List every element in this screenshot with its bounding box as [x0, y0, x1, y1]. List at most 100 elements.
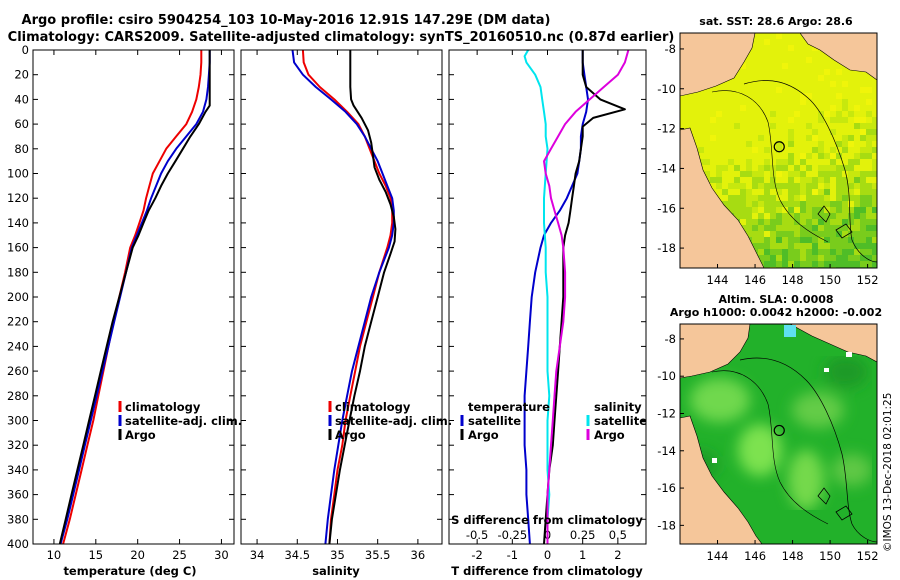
sst-depth-contour	[711, 90, 829, 243]
difference-series-group	[523, 50, 630, 544]
salinity-axes-frame	[240, 49, 443, 545]
sla-map-frame	[679, 323, 878, 545]
depth-tick-label: 360	[7, 488, 29, 502]
salinity-legend: climatology satellite-adj. clim. Argo	[328, 400, 452, 442]
sla-depth-contour	[711, 370, 829, 525]
sla-lat-label: -10	[657, 369, 676, 383]
legend-climatology: climatology	[335, 400, 411, 414]
depth-tick-label: 20	[14, 68, 29, 82]
temperature-xtick-label: 15	[88, 548, 103, 562]
series-line-climatology	[301, 50, 394, 544]
difference-xtick-label: -2	[471, 548, 482, 562]
salinity-xtick-label: 35	[330, 548, 345, 562]
sla-lat-label: -14	[657, 444, 676, 458]
depth-tick-label: 140	[7, 216, 29, 230]
temperature-xtick-label: 20	[130, 548, 145, 562]
salinity-diff-tick-label: -0.25	[497, 528, 527, 542]
difference-xlabel-top: S difference from climatology	[451, 513, 643, 527]
salinity-series-group	[291, 50, 397, 544]
sst-lon-label: 152	[857, 273, 879, 287]
sst-map-frame	[679, 32, 878, 269]
legend-argo: Argo	[125, 428, 156, 442]
sla-lon-label: 150	[819, 549, 841, 563]
depth-tick-label: 280	[7, 389, 29, 403]
sla-reefs	[817, 487, 853, 521]
sla-lat-label: -18	[657, 518, 676, 532]
salinity-xlabel: salinity	[312, 564, 360, 578]
legend-satellite-adj: satellite-adj. clim.	[335, 414, 452, 428]
salinity-xtick-label: 34	[250, 548, 265, 562]
sla-lon-label: 144	[707, 549, 729, 563]
land-australia	[680, 127, 765, 268]
difference-xtick-label: 2	[614, 548, 621, 562]
sst-map	[680, 33, 877, 268]
figure-title-line2: Climatology: CARS2009. Satellite-adjuste…	[8, 30, 675, 45]
depth-tick-label: 260	[7, 364, 29, 378]
legend-s-satellite: satellite	[594, 414, 647, 428]
sst-reefs	[817, 205, 853, 239]
sst-lat-label: -12	[657, 122, 676, 136]
sla-missing-1	[846, 352, 852, 357]
land-australia-sla	[680, 415, 763, 544]
sla-lat-label: -8	[665, 332, 676, 346]
difference-xtick-label: 1	[579, 548, 586, 562]
sst-lat-label: -8	[665, 42, 676, 56]
depth-tick-label: 320	[7, 438, 29, 452]
difference-xtick-label: -1	[507, 548, 518, 562]
imos-credit: ©IMOS 13-Dec-2018 02:01:25	[882, 393, 894, 552]
depth-tick-label: 400	[7, 537, 29, 551]
depth-tick-label: 40	[14, 92, 29, 106]
series-line-t-argo	[543, 50, 626, 544]
land-png	[680, 33, 756, 97]
sst-lon-label: 144	[707, 273, 729, 287]
sla-missing-2	[712, 458, 717, 463]
sla-high-patch	[784, 325, 796, 337]
legend-t-argo: Argo	[468, 428, 499, 442]
sla-missing-3	[824, 368, 829, 372]
sst-lat-label: -18	[657, 241, 676, 255]
salinity-diff-tick-label: 0.5	[609, 528, 627, 542]
depth-tick-label: 80	[14, 142, 29, 156]
depth-tick-label: 120	[7, 191, 29, 205]
sst-lat-label: -10	[657, 82, 676, 96]
series-line-argo	[58, 50, 211, 544]
temperature-legend: climatology satellite-adj. clim. Argo	[118, 400, 242, 442]
difference-legend: temperature satellite Argo salinity sate…	[460, 400, 647, 442]
sst-lat-label: -16	[657, 201, 676, 215]
salinity-diff-tick-label: -0.5	[466, 528, 488, 542]
sla-lon-label: 152	[857, 549, 879, 563]
legend-salinity-title: salinity	[594, 400, 642, 414]
depth-tick-label: 300	[7, 414, 29, 428]
sst-map-ticks: 144 146 148 150 152 -8 -10 -12 -14 -16 -18	[657, 42, 878, 287]
sst-map-title: sat. SST: 28.6 Argo: 28.6	[699, 15, 853, 28]
series-line-satellite-adj-clim	[59, 50, 211, 544]
temperature-xtick-label: 30	[214, 548, 229, 562]
legend-temperature-title: temperature	[468, 400, 550, 414]
sla-lon-label: 148	[782, 549, 804, 563]
depth-tick-label: 60	[14, 117, 29, 131]
difference-panel: -2 -1 0 1 2-0.5 -0.25 0 0.25 0.5	[449, 49, 646, 562]
sst-lon-label: 148	[782, 273, 804, 287]
land-north-sla	[789, 324, 877, 363]
series-line-s-satellite	[523, 50, 551, 544]
depth-tick-label: 340	[7, 463, 29, 477]
legend-argo: Argo	[335, 428, 366, 442]
depth-tick-label: 160	[7, 241, 29, 255]
depth-tick-label: 200	[7, 290, 29, 304]
sst-lon-label: 150	[819, 273, 841, 287]
figure-title-line1: Argo profile: csiro 5904254_103 10-May-2…	[22, 13, 551, 28]
sst-lat-label: -14	[657, 161, 676, 175]
legend-s-argo: Argo	[594, 428, 625, 442]
sla-argo-marker	[773, 424, 785, 437]
temperature-panel: 0 20 40 60 80 100 120 140 160 180 200 220 240 260 280 3…	[7, 43, 234, 562]
sla-lat-label: -12	[657, 406, 676, 420]
sst-shelf-contour	[743, 80, 877, 263]
legend-t-satellite: satellite	[468, 414, 521, 428]
sla-map-title2: Argo h1000: 0.0042 h2000: -0.002	[670, 306, 882, 319]
land-north	[799, 33, 877, 81]
depth-tick-label: 180	[7, 265, 29, 279]
series-line-climatology	[62, 50, 203, 544]
legend-climatology: climatology	[125, 400, 201, 414]
